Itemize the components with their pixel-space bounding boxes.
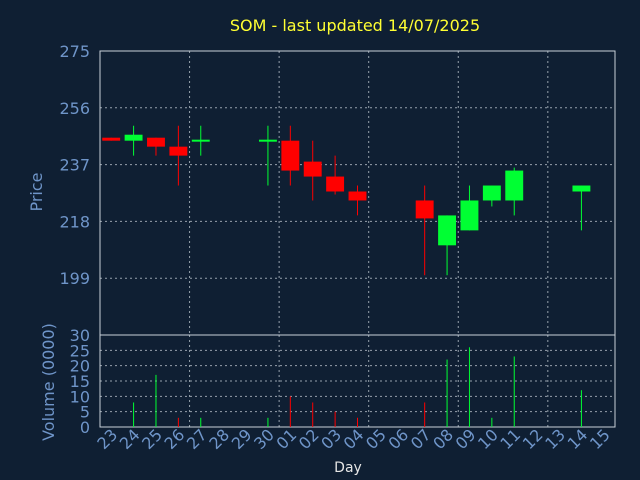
candle-body xyxy=(124,134,143,141)
volume-tick-label: 10 xyxy=(70,387,90,406)
price-tick-label: 275 xyxy=(59,42,90,61)
price-tick-label: 218 xyxy=(59,212,90,231)
candle-body xyxy=(415,200,434,219)
candle-body xyxy=(460,200,479,231)
plot-area: 1992182372562750510152025302324252627282… xyxy=(59,42,616,453)
price-tick-label: 237 xyxy=(59,156,90,175)
candle-body xyxy=(281,140,300,171)
candle-body xyxy=(505,170,524,201)
candle-body xyxy=(169,146,188,156)
chart-title: SOM - last updated 14/07/2025 xyxy=(230,16,480,35)
volume-panel-frame xyxy=(99,334,616,428)
volume-axis-label: Volume (0000) xyxy=(39,323,58,441)
volume-tick-label: 0 xyxy=(80,418,90,437)
candle-body xyxy=(438,215,457,246)
volume-tick-label: 20 xyxy=(70,357,90,376)
price-axis-label: Price xyxy=(27,172,46,211)
candle-body xyxy=(572,185,591,192)
candle-body xyxy=(348,191,367,201)
volume-tick-label: 25 xyxy=(70,341,90,360)
candle-body xyxy=(147,137,165,147)
candle-body xyxy=(482,185,501,201)
volume-tick-label: 30 xyxy=(70,326,90,345)
candle-body xyxy=(258,139,277,142)
volume-tick-label: 15 xyxy=(70,372,90,391)
volume-tick-label: 5 xyxy=(80,403,90,422)
candle-body xyxy=(326,176,345,192)
price-tick-label: 199 xyxy=(59,269,90,288)
day-tick-label: 15 xyxy=(586,425,614,453)
price-tick-label: 256 xyxy=(59,99,90,118)
day-axis-label: Day xyxy=(334,460,362,476)
candle-body xyxy=(191,139,210,142)
candle-body xyxy=(102,137,121,141)
candle-body xyxy=(303,161,322,177)
